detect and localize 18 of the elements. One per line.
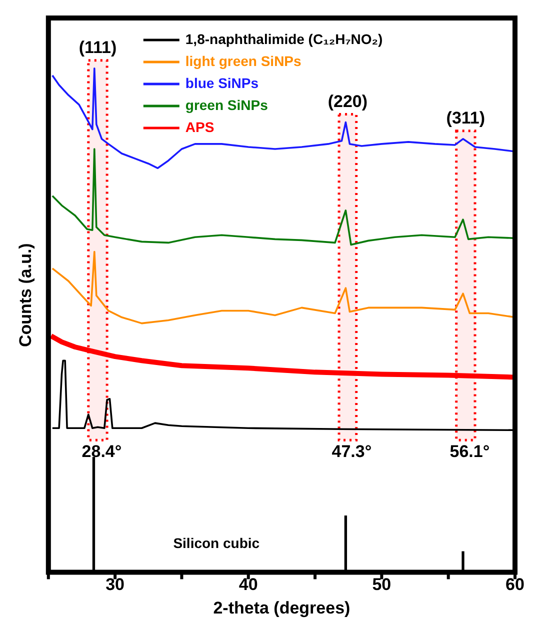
y-axis-title: Counts (a.u.) [16, 243, 35, 348]
annotation: 28.4° [82, 442, 122, 461]
x-tick-label: 40 [238, 575, 258, 594]
legend-label: APS [185, 118, 214, 135]
annotation: (311) [446, 108, 486, 128]
text: (111) [78, 38, 117, 58]
x-tick-label: 30 [106, 575, 125, 594]
x-axis-title: 2-theta (degrees) [213, 598, 350, 618]
legend-label: blue SiNPs [185, 74, 259, 91]
annotation: 56.1° [450, 442, 490, 461]
x-tick-label: 50 [372, 575, 392, 594]
annotation: 47.3° [332, 442, 372, 461]
x-tick-label: 60 [506, 575, 524, 594]
legend-label: 1,8-naphthalimide (C₁₂H₇NO₂) [185, 30, 383, 47]
legend-label: green SiNPs [185, 96, 268, 113]
legend-label: light green SiNPs [185, 52, 302, 69]
annotation: Silicon cubic [173, 535, 260, 552]
annotation: (220) [328, 92, 368, 111]
